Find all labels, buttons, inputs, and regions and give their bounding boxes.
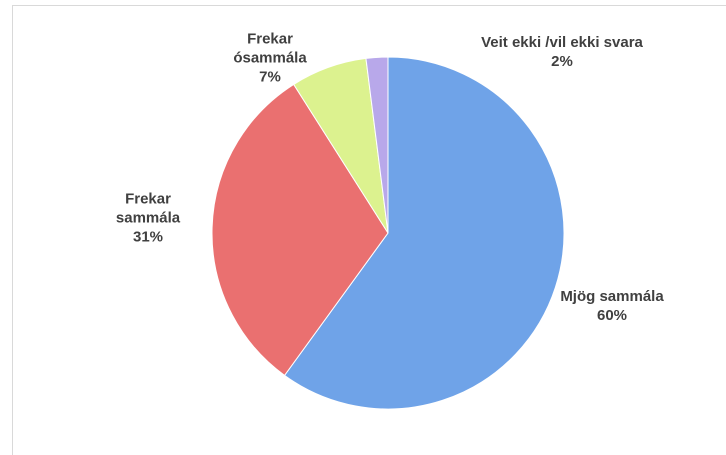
pie-slice — [211, 83, 389, 377]
pie-slice — [365, 56, 389, 234]
value-label: 60% — [596, 307, 628, 324]
value-label: 7% — [259, 68, 281, 86]
slice-label: Frekar sammála 31% — [103, 190, 193, 247]
category-name: Mjög sammála — [560, 288, 664, 305]
frame — [12, 5, 726, 455]
category-name: Frekar ósammála — [233, 30, 307, 67]
pie-slice — [283, 56, 565, 410]
slice-label: Veit ekki /vil ekki svara 2% — [432, 33, 692, 71]
value-label: 2% — [551, 53, 573, 70]
category-name: Veit ekki /vil ekki svara — [481, 34, 643, 51]
slice-label: Mjög sammála 60% — [532, 287, 692, 325]
value-label: 31% — [132, 228, 164, 246]
category-name: Frekar sammála — [115, 190, 181, 227]
slice-label: Frekar ósammála 7% — [225, 30, 315, 87]
